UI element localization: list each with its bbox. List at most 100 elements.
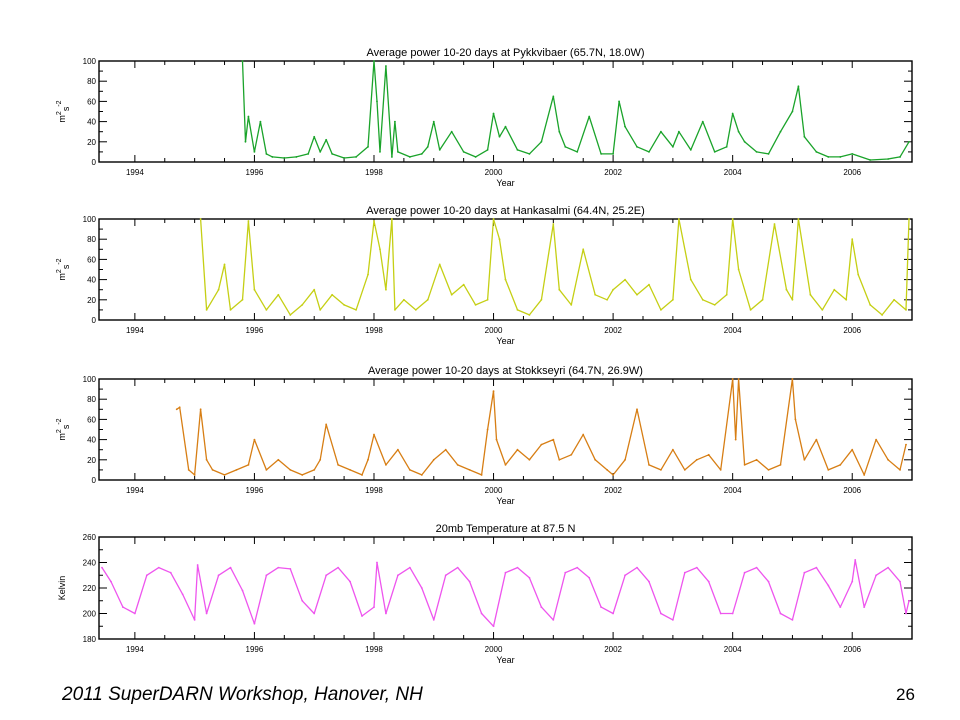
data-point xyxy=(265,574,268,577)
data-point xyxy=(178,406,181,409)
data-point xyxy=(289,567,292,570)
x-tick-label: 2000 xyxy=(485,168,503,177)
data-point xyxy=(677,130,680,133)
x-tick-label: 2004 xyxy=(724,326,742,335)
data-point xyxy=(839,156,842,158)
data-point xyxy=(779,463,782,466)
data-point xyxy=(854,559,857,561)
data-point xyxy=(444,574,447,577)
data-point xyxy=(241,298,244,301)
x-tick-label: 1994 xyxy=(126,486,144,495)
chart-title: Average power 10-20 days at Pykkvibaer (… xyxy=(367,47,645,59)
data-point xyxy=(564,571,567,574)
data-point xyxy=(851,153,854,155)
data-point xyxy=(355,156,357,158)
panel-3: Average power 10-20 days at Stokkseyri (… xyxy=(56,365,913,506)
x-axis-label: Year xyxy=(496,336,514,346)
data-point xyxy=(486,428,489,431)
data-point xyxy=(253,288,256,291)
data-point xyxy=(552,438,555,441)
data-point xyxy=(337,566,340,569)
data-point xyxy=(761,298,764,301)
y-tick-label: 240 xyxy=(83,559,97,568)
data-point xyxy=(474,156,477,158)
x-tick-label: 1996 xyxy=(246,645,264,654)
data-point xyxy=(396,448,399,451)
data-point xyxy=(612,612,615,615)
data-point xyxy=(432,120,435,123)
data-point xyxy=(450,293,453,296)
data-point xyxy=(313,469,316,471)
data-point xyxy=(612,288,615,291)
x-tick-label: 1994 xyxy=(126,645,144,654)
data-point xyxy=(558,130,561,133)
data-point xyxy=(313,612,316,615)
x-tick-label: 2006 xyxy=(843,486,861,495)
data-point xyxy=(648,283,650,286)
x-tick-label: 2000 xyxy=(485,486,503,495)
y-tick-label: 100 xyxy=(83,375,97,384)
x-tick-label: 2000 xyxy=(485,645,503,654)
data-point xyxy=(869,159,872,161)
x-tick-label: 1994 xyxy=(126,326,144,335)
data-point xyxy=(373,220,375,222)
data-point xyxy=(474,303,477,306)
data-point xyxy=(600,606,603,609)
chart-title: 20mb Temperature at 87.5 N xyxy=(436,523,576,535)
y-axis-label-part: 2 xyxy=(56,429,63,433)
data-point xyxy=(187,469,190,471)
data-point xyxy=(229,309,232,311)
data-point xyxy=(217,574,220,577)
data-point xyxy=(582,248,585,251)
data-point xyxy=(905,443,907,446)
data-point xyxy=(767,580,770,583)
data-point xyxy=(660,612,662,615)
data-point xyxy=(271,156,274,158)
data-point xyxy=(767,153,770,155)
data-point xyxy=(385,65,387,67)
y-axis-label-part: -2 xyxy=(56,100,63,106)
x-tick-label: 1996 xyxy=(246,168,264,177)
data-point xyxy=(540,298,543,301)
data-point xyxy=(707,453,710,456)
data-point xyxy=(376,561,378,564)
data-point xyxy=(809,293,812,296)
data-point xyxy=(731,218,734,220)
data-point xyxy=(785,288,788,291)
data-point xyxy=(791,618,794,621)
data-point xyxy=(325,138,328,141)
data-point xyxy=(462,151,465,153)
data-point xyxy=(899,580,901,583)
data-point xyxy=(636,293,638,296)
x-tick-label: 2002 xyxy=(604,486,622,495)
y-tick-label: 180 xyxy=(83,635,97,644)
data-point xyxy=(247,463,250,466)
series-line xyxy=(101,559,910,627)
data-point xyxy=(331,153,334,155)
data-point xyxy=(379,248,381,251)
data-point xyxy=(908,599,910,602)
y-tick-label: 0 xyxy=(92,476,97,485)
data-point xyxy=(767,469,770,471)
data-point xyxy=(821,309,824,311)
data-point xyxy=(402,298,405,301)
data-point xyxy=(396,574,399,577)
data-point xyxy=(385,612,387,615)
data-point xyxy=(570,453,573,456)
data-point xyxy=(181,593,184,596)
data-point xyxy=(564,145,567,148)
data-point xyxy=(552,95,555,98)
workshop-footer: 2011 SuperDARN Workshop, Hanover, NH xyxy=(62,684,423,705)
data-point xyxy=(887,566,889,569)
data-point xyxy=(755,151,758,153)
data-point xyxy=(373,606,375,609)
data-point xyxy=(743,140,746,143)
data-point xyxy=(283,157,286,159)
data-point xyxy=(516,566,519,569)
data-point xyxy=(552,618,555,621)
data-point xyxy=(199,408,202,411)
data-point xyxy=(827,156,830,158)
data-point xyxy=(349,469,351,471)
y-axis-label-part: m xyxy=(57,115,67,123)
